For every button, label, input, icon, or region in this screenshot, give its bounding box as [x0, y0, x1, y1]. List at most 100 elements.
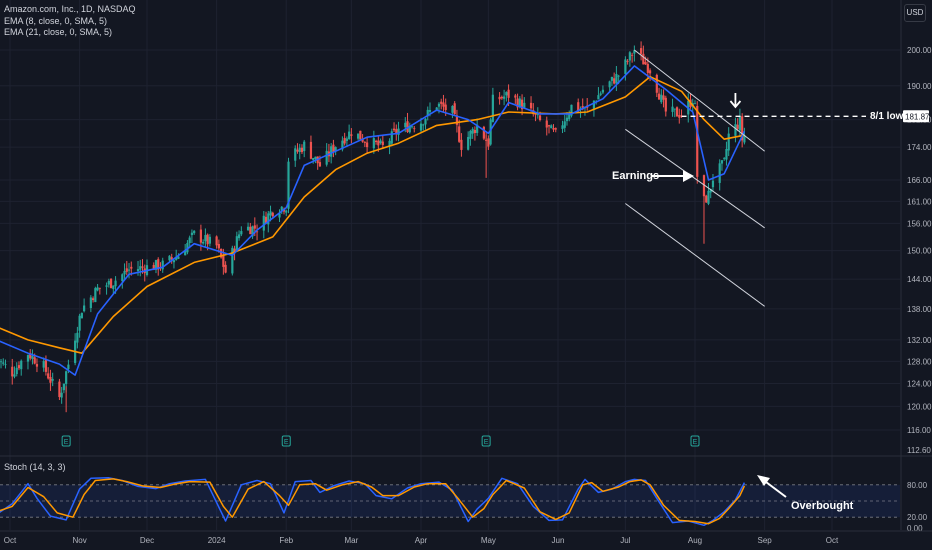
candle-body — [20, 360, 23, 370]
date-tick-label: Aug — [688, 536, 702, 545]
candle-body — [67, 364, 70, 370]
earnings-marker-label: E — [484, 439, 489, 446]
candle-body — [348, 131, 351, 140]
date-tick-label: 2024 — [208, 536, 226, 545]
price-tick-label: 156.00 — [907, 219, 932, 228]
candle-body — [109, 278, 113, 288]
candle-body — [655, 74, 658, 93]
candle-body — [552, 128, 555, 130]
date-tick-label: Feb — [279, 536, 293, 545]
candle-body — [359, 130, 362, 140]
candle-body — [628, 52, 631, 61]
chart-legend: Amazon.com, Inc., 1D, NASDAQ EMA (8, clo… — [4, 4, 136, 39]
candle-body — [188, 237, 191, 243]
candle-body — [255, 231, 259, 233]
candle-body — [89, 297, 92, 309]
candle-body — [249, 226, 252, 235]
candle-body — [664, 97, 667, 112]
candle-body — [608, 81, 611, 88]
candle-body — [13, 374, 16, 377]
candle-body — [565, 117, 569, 122]
candle-body — [680, 115, 683, 117]
candle-body — [186, 242, 189, 253]
candle-body — [62, 383, 66, 391]
trend-channel-line — [625, 128, 765, 229]
candle-body — [410, 126, 414, 128]
candle-body — [231, 247, 234, 274]
earnings-arrow-icon — [683, 170, 694, 182]
candle-body — [204, 235, 207, 242]
candle-body — [550, 125, 553, 129]
candle-body — [725, 149, 728, 160]
price-tick-label: 120.00 — [907, 402, 932, 411]
ema21-legend: EMA (21, close, 0, SMA, 5) — [4, 27, 113, 37]
candle-body — [644, 62, 647, 65]
candle-body — [4, 364, 7, 366]
candle-body — [516, 98, 519, 108]
candle-body — [518, 98, 521, 108]
price-tick-label: 144.00 — [907, 275, 932, 284]
candle-body — [318, 162, 322, 167]
candle-body — [514, 95, 517, 98]
candle-body — [554, 128, 557, 130]
price-tick-label: 161.00 — [907, 197, 932, 206]
currency-button[interactable]: USD — [904, 4, 926, 22]
candle-body — [460, 139, 463, 150]
candle-body — [42, 361, 45, 368]
date-tick-label: Jul — [620, 536, 630, 545]
price-tick-label: 190.00 — [907, 82, 932, 91]
candle-body — [357, 133, 360, 139]
level-price-box — [903, 110, 929, 123]
candle-body — [615, 73, 618, 84]
candle-body — [723, 158, 726, 160]
stoch-tick-label: 80.00 — [907, 481, 928, 490]
candle-body — [325, 150, 328, 165]
candle-body — [83, 305, 86, 312]
stoch-legend: Stoch (14, 3, 3) — [4, 462, 66, 472]
candle-body — [112, 285, 115, 290]
candle-body — [17, 365, 21, 369]
candle-body — [280, 206, 283, 211]
candle-body — [262, 215, 265, 231]
candle-body — [597, 95, 600, 100]
candle-body — [631, 54, 634, 56]
candle-body — [404, 122, 407, 128]
candle-body — [592, 100, 596, 110]
candle-body — [157, 259, 160, 270]
candle-body — [727, 133, 730, 151]
candle-body — [269, 211, 272, 216]
candle-body — [107, 280, 110, 285]
candle-body — [365, 142, 369, 148]
candle-body — [471, 128, 474, 134]
candle-body — [170, 257, 173, 260]
candle-body — [734, 124, 737, 136]
candle-body — [298, 147, 301, 152]
candle-body — [568, 113, 571, 120]
candle-body — [561, 125, 564, 129]
trend-channel-line — [625, 203, 765, 307]
price-tick-label: 150.00 — [907, 247, 932, 256]
candle-body — [154, 260, 158, 270]
candle-body — [350, 134, 353, 136]
candle-body — [240, 231, 243, 235]
candle-body — [424, 118, 427, 125]
date-tick-label: Oct — [826, 536, 839, 545]
earnings-annotation: Earnings — [612, 170, 660, 182]
candle-body — [455, 115, 459, 125]
candle-body — [693, 103, 697, 105]
candle-body — [76, 332, 79, 343]
candle-body — [65, 371, 68, 384]
candle-body — [33, 357, 36, 364]
candle-body — [314, 156, 317, 159]
candle-body — [267, 213, 270, 225]
candle-body — [422, 124, 425, 126]
candle-body — [332, 144, 335, 153]
candle-body — [626, 60, 629, 62]
date-tick-label: Oct — [4, 536, 17, 545]
candle-body — [190, 232, 194, 236]
candle-body — [507, 89, 510, 98]
candle-body — [220, 248, 223, 258]
candle-body — [408, 125, 411, 133]
candle-body — [264, 216, 268, 224]
